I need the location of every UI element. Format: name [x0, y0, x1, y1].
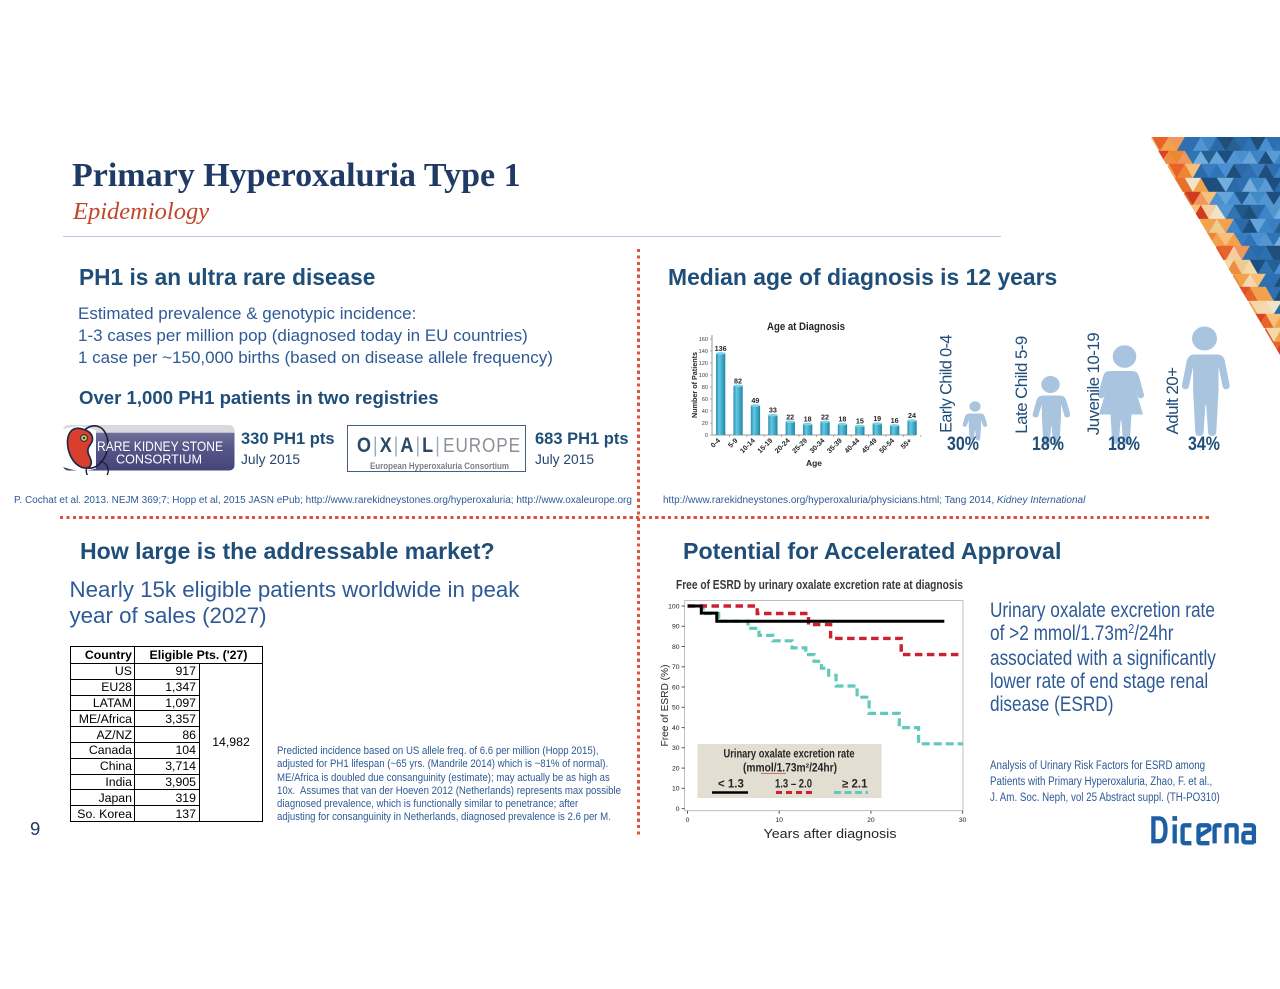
svg-text:40: 40: [702, 409, 708, 415]
svg-text:20-24: 20-24: [774, 437, 792, 455]
svg-text:18: 18: [838, 415, 846, 424]
svg-text:40-44: 40-44: [844, 437, 862, 455]
svg-text:Number of Patients: Number of Patients: [690, 352, 699, 418]
svg-text:(mmol/1.73m²/24hr): (mmol/1.73m²/24hr): [743, 763, 837, 775]
svg-text:19: 19: [873, 414, 881, 423]
svg-text:0: 0: [686, 817, 690, 824]
svg-text:< 1.3: < 1.3: [718, 779, 744, 791]
svg-text:22: 22: [786, 412, 794, 421]
svg-text:10-14: 10-14: [739, 437, 757, 455]
svg-text:100: 100: [668, 603, 680, 610]
svg-text:25-29: 25-29: [791, 437, 809, 455]
svg-text:15: 15: [856, 417, 864, 426]
svg-text:35-39: 35-39: [826, 437, 844, 455]
svg-text:0: 0: [676, 806, 680, 813]
svg-text:1.3 – 2.0: 1.3 – 2.0: [775, 779, 812, 791]
svg-text:16: 16: [891, 416, 899, 425]
svg-text:Age at Diagnosis: Age at Diagnosis: [767, 321, 845, 333]
svg-text:10: 10: [775, 817, 783, 824]
svg-text:55+: 55+: [900, 437, 913, 450]
svg-text:30: 30: [959, 817, 967, 824]
svg-text:70: 70: [672, 664, 680, 671]
svg-text:CONSORTIUM: CONSORTIUM: [116, 452, 202, 467]
svg-text:100: 100: [699, 373, 708, 379]
svg-text:50-54: 50-54: [878, 437, 896, 455]
svg-text:30-34: 30-34: [809, 437, 827, 455]
svg-text:24: 24: [908, 411, 916, 420]
svg-text:80: 80: [672, 644, 680, 651]
svg-text:90: 90: [672, 624, 680, 631]
svg-text:RARE KIDNEY STONE: RARE KIDNEY STONE: [97, 438, 223, 454]
svg-text:40: 40: [672, 725, 680, 732]
svg-text:20: 20: [702, 421, 708, 427]
svg-text:45-49: 45-49: [861, 437, 879, 455]
svg-text:Urinary oxalate excretion rate: Urinary oxalate excretion rate: [724, 749, 855, 761]
svg-text:30: 30: [672, 745, 680, 752]
svg-text:18: 18: [804, 415, 812, 424]
svg-text:Years after diagnosis: Years after diagnosis: [764, 827, 897, 841]
svg-text:60: 60: [702, 397, 708, 403]
svg-text:60: 60: [672, 684, 680, 691]
svg-text:≥ 2.1: ≥ 2.1: [842, 779, 868, 791]
svg-text:33: 33: [769, 406, 777, 415]
svg-text:140: 140: [699, 349, 708, 355]
svg-text:136: 136: [715, 344, 727, 353]
svg-text:50: 50: [672, 705, 680, 712]
svg-text:0: 0: [705, 433, 708, 439]
svg-text:22: 22: [821, 412, 829, 421]
svg-text:Free of ESRD by urinary oxalat: Free of ESRD by urinary oxalate excretio…: [676, 577, 963, 592]
svg-text:15-19: 15-19: [757, 437, 775, 455]
svg-text:120: 120: [699, 361, 708, 367]
svg-text:20: 20: [672, 766, 680, 773]
svg-text:20: 20: [867, 817, 875, 824]
svg-text:Free of ESRD (%): Free of ESRD (%): [659, 665, 671, 747]
svg-text:Age: Age: [806, 458, 822, 468]
svg-text:80: 80: [702, 385, 708, 391]
svg-text:0-4: 0-4: [710, 437, 722, 449]
svg-text:49: 49: [751, 396, 759, 405]
svg-text:160: 160: [699, 337, 708, 343]
svg-text:5-9: 5-9: [727, 437, 739, 449]
svg-text:10: 10: [672, 786, 680, 793]
svg-text:82: 82: [734, 376, 742, 385]
